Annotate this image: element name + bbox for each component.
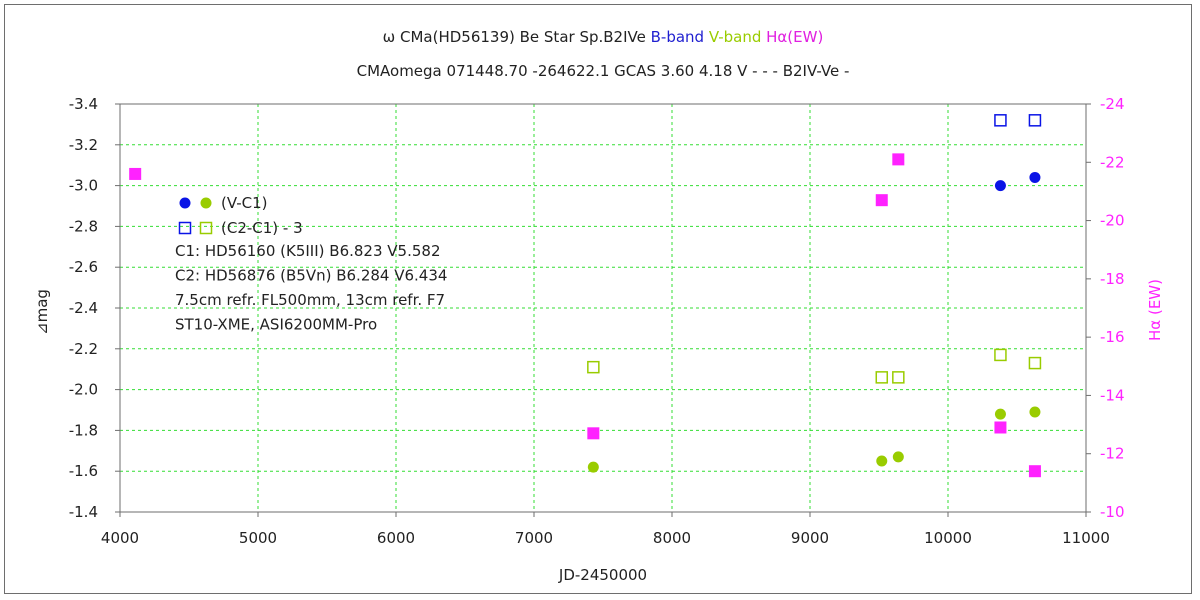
y2-axis-label: Hα (EW) [1146, 279, 1164, 341]
y-tick-label: -1.6 [69, 462, 98, 480]
y-tick-label: -3.4 [69, 95, 98, 113]
y-tick-label: -2.0 [69, 381, 98, 399]
data-point [1028, 465, 1041, 478]
x-tick-label: 7000 [515, 529, 553, 547]
data-point [1028, 114, 1042, 127]
y2-tick-label: -12 [1100, 445, 1125, 463]
data-point [892, 451, 904, 463]
x-tick-label: 6000 [377, 529, 415, 547]
annotation-line: 7.5cm refr. FL500mm, 13cm refr. F7 [175, 291, 445, 309]
y2-tick-label: -18 [1100, 270, 1125, 288]
y2-tick-label: -22 [1100, 153, 1125, 171]
y2-axis-ticks: -24 -22 -20 -18 -16 -14 -12 -10 [1086, 95, 1125, 521]
y-tick-label: -1.4 [69, 503, 98, 521]
x-axis-ticks: 4000 5000 6000 7000 8000 9000 10000 11000 [101, 512, 1110, 547]
data-point [1028, 356, 1042, 370]
grid [120, 104, 1086, 512]
y2-tick-label: -20 [1100, 212, 1125, 230]
x-tick-label: 10000 [924, 529, 972, 547]
data-point [994, 114, 1007, 127]
legend-label: (V-C1) [221, 194, 268, 212]
data-point [994, 421, 1007, 434]
data-point [179, 197, 191, 209]
data-point [587, 427, 600, 440]
data-point [178, 221, 192, 235]
y-axis-label: ⊿mag [33, 289, 51, 335]
data-point [587, 461, 599, 473]
data-point [1029, 406, 1041, 418]
data-point [892, 153, 905, 166]
chart-subtitle: CMAomega 071448.70 -264622.1 GCAS 3.60 4… [357, 62, 850, 80]
data-point [892, 371, 905, 384]
y2-tick-label: -16 [1100, 328, 1125, 346]
x-tick-label: 4000 [101, 529, 139, 547]
y-tick-label: -1.8 [69, 421, 98, 439]
series [129, 153, 1041, 478]
y2-tick-label: -14 [1100, 386, 1125, 404]
series [587, 406, 1041, 473]
data-point [129, 167, 142, 180]
data-point [994, 408, 1006, 420]
x-tick-label: 9000 [791, 529, 829, 547]
y-axis-ticks: -3.4 -3.2 -3.0 -2.8 -2.6 -2.4 -2.2 -2.0 -1.8 -1.6… [69, 95, 120, 521]
data-point [876, 455, 888, 467]
title-part: B-band [646, 28, 704, 46]
data-point [587, 360, 600, 374]
y2-tick-label: -24 [1100, 95, 1125, 113]
annotation-line: ST10-XME, ASI6200MM-Pro [175, 316, 377, 334]
y2-tick-label: -10 [1100, 503, 1125, 521]
data-point [875, 194, 888, 207]
series [587, 348, 1042, 384]
x-axis-label: JD-2450000 [558, 566, 647, 584]
y-tick-label: -3.2 [69, 136, 98, 154]
data-point [875, 371, 889, 384]
legend: (V-C1) (C2-C1) - 3 [178, 194, 303, 237]
x-tick-label: 8000 [653, 529, 691, 547]
chart-frame [4, 4, 1192, 594]
y-tick-label: -2.4 [69, 299, 98, 317]
title-part: Hα(EW) [761, 28, 823, 46]
x-tick-label: 5000 [239, 529, 277, 547]
y-tick-label: -2.2 [69, 340, 98, 358]
svg-text:ω CMa(HD56139) Be Star Sp: ω CMa(HD56139) Be Star Sp.B2IVe B-band V… [383, 28, 824, 46]
title-part: V-band [704, 28, 761, 46]
legend-label: (C2-C1) - 3 [221, 219, 303, 237]
data-point [1029, 171, 1041, 183]
series [994, 171, 1041, 192]
annotation-line: C1: HD56160 (K5III) B6.823 V5.582 [175, 242, 440, 260]
data-point [199, 221, 213, 235]
chart-title: ω CMa(HD56139) Be Star Sp.B2IVe B-band V… [383, 28, 824, 46]
annotations: C1: HD56160 (K5III) B6.823 V5.582 C2: HD5… [175, 242, 447, 334]
annotation-line: C2: HD56876 (B5Vn) B6.284 V6.434 [175, 267, 447, 285]
series [994, 114, 1042, 127]
y-tick-label: -3.0 [69, 177, 98, 195]
data-points [129, 114, 1042, 478]
y-tick-label: -2.8 [69, 217, 98, 235]
y-tick-label: -2.6 [69, 258, 98, 276]
x-tick-label: 11000 [1062, 529, 1110, 547]
data-point [200, 197, 212, 209]
title-part: ω CMa(HD56139) Be Star Sp.B2IVe [383, 28, 646, 46]
data-point [994, 348, 1007, 362]
data-point [994, 180, 1006, 192]
